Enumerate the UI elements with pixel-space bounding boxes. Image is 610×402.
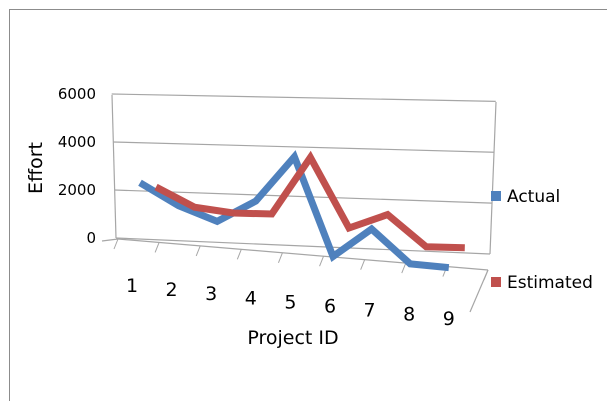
x-category-label: 4	[245, 287, 257, 309]
series-line-estimated	[154, 150, 465, 252]
y-tick-label: 4000	[58, 133, 96, 151]
x-category-label: 6	[324, 296, 336, 318]
x-category-label: 2	[166, 279, 178, 301]
y-tick-label: 6000	[58, 85, 96, 103]
floor-tick	[401, 262, 407, 274]
legend: Actual Estimated	[491, 187, 593, 293]
floor-tick	[154, 242, 160, 253]
chart-grid	[101, 93, 497, 313]
chart-frame	[9, 9, 607, 401]
floor-tick	[360, 259, 366, 270]
y-tick-label: 2000	[58, 181, 96, 199]
legend-label-estimated: Estimated	[507, 273, 593, 293]
floor-left-edge	[101, 238, 119, 242]
floor-tick	[319, 256, 325, 267]
x-category-label: 1	[126, 275, 138, 297]
x-category-label: 7	[364, 300, 376, 322]
floor-tick	[277, 252, 283, 263]
x-axis-title: Project ID	[247, 327, 338, 349]
legend-label-actual: Actual	[507, 187, 560, 207]
floor-tick	[195, 245, 201, 257]
y-axis-title: Effort	[25, 142, 47, 194]
x-category-label: 9	[443, 308, 455, 330]
x-category-label: 5	[284, 291, 296, 313]
floor-tick	[113, 238, 119, 250]
y-axis-ticks: 0 2000 4000 6000	[58, 85, 96, 247]
floor-tick	[483, 269, 489, 281]
back-wall-left-edge	[111, 94, 117, 239]
series-line-actual	[138, 150, 450, 272]
x-category-label: 8	[403, 304, 415, 326]
gridline	[115, 237, 491, 255]
y-tick-label: 0	[86, 229, 96, 247]
floor-tick	[236, 249, 242, 260]
series-lines	[138, 150, 465, 272]
gridline	[114, 189, 492, 204]
x-category-label: 3	[205, 283, 217, 305]
legend-swatch-actual	[491, 191, 501, 201]
gridline	[113, 141, 494, 153]
back-wall-right-edge	[489, 101, 497, 255]
legend-swatch-estimated	[491, 277, 501, 287]
gridline	[111, 93, 496, 102]
x-axis-categories: 1 2 3 4 5 6 7 8 9	[126, 275, 455, 330]
